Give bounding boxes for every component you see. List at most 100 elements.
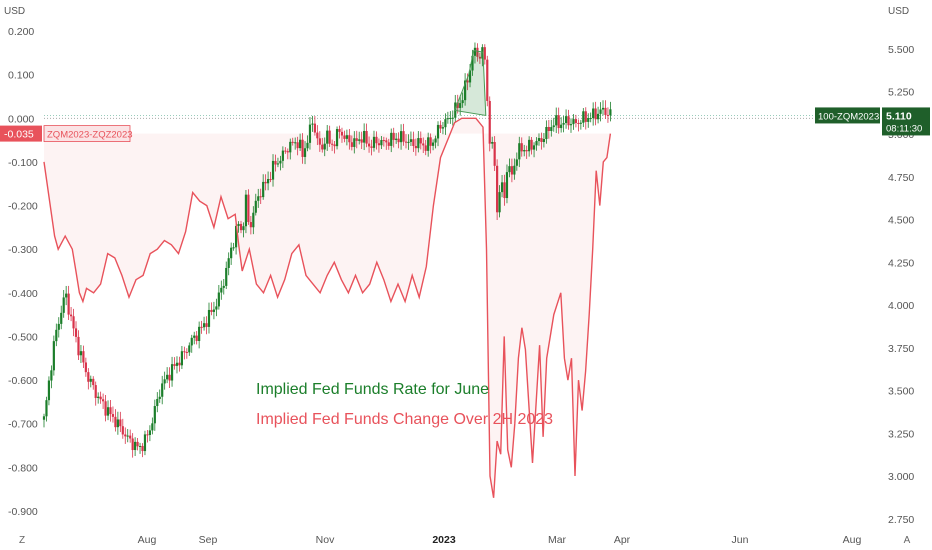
candle-body xyxy=(89,378,92,382)
candle-body xyxy=(210,309,213,312)
candle-body xyxy=(555,115,558,126)
candle-body xyxy=(419,138,422,144)
candle-body xyxy=(569,124,573,126)
candle-body xyxy=(345,135,349,139)
candle-body xyxy=(134,441,137,451)
candle-body xyxy=(427,137,430,151)
candle-body xyxy=(407,141,410,143)
candle-body xyxy=(545,126,548,140)
right-tick-label: 3.500 xyxy=(888,386,914,398)
candle-body xyxy=(564,116,568,123)
candle-body xyxy=(47,380,51,401)
candle-body xyxy=(311,123,314,125)
candle-body xyxy=(212,309,216,312)
candle-body xyxy=(129,435,132,439)
candle-body xyxy=(579,122,582,124)
candle-body xyxy=(606,114,610,116)
candle-body xyxy=(205,323,208,327)
candle-body xyxy=(594,108,597,120)
candle-body xyxy=(77,336,80,356)
candle-body xyxy=(402,131,405,142)
candle-body xyxy=(604,107,607,115)
candle-body xyxy=(473,47,477,56)
candle-body xyxy=(523,150,526,152)
candle-body xyxy=(552,125,555,128)
candle-body xyxy=(436,124,440,139)
red-last-value: -0.035 xyxy=(4,129,34,141)
candle-body xyxy=(532,145,536,150)
x-tick-label: Apr xyxy=(614,534,631,546)
candle-body xyxy=(242,226,245,231)
candle-body xyxy=(363,130,366,143)
candle-body xyxy=(92,378,95,386)
candle-body xyxy=(143,434,147,452)
candle-body xyxy=(399,131,403,143)
candle-body xyxy=(459,103,462,108)
right-axis: USD5.5005.2505.0004.7504.5004.2504.0003.… xyxy=(888,6,914,526)
green-symbol-box xyxy=(815,107,880,124)
candle-body xyxy=(269,179,272,181)
candle-body xyxy=(281,150,284,161)
candle-body xyxy=(79,351,83,356)
candle-body xyxy=(360,139,363,143)
candle-body xyxy=(55,329,58,342)
candle-body xyxy=(195,335,198,341)
candle-body xyxy=(471,55,474,71)
left-tick-label: -0.800 xyxy=(8,462,38,474)
x-tick-label: Nov xyxy=(316,534,335,546)
candle-body xyxy=(390,132,393,146)
candle-body xyxy=(109,407,112,415)
x-tick-label: Jun xyxy=(732,534,749,546)
red-last-value-box xyxy=(0,125,42,142)
right-tick-label: 3.250 xyxy=(888,428,914,440)
x-tick-label: 2023 xyxy=(432,534,456,546)
right-tick-label: 4.750 xyxy=(888,172,914,184)
candle-body xyxy=(102,399,105,402)
candle-body xyxy=(217,292,220,307)
left-tick-label: -0.700 xyxy=(8,419,38,431)
right-tick-label: 4.500 xyxy=(888,215,914,227)
candle-body xyxy=(294,142,297,144)
candle-body xyxy=(116,419,119,428)
candle-body xyxy=(491,142,494,144)
candle-body xyxy=(338,129,341,132)
candle-body xyxy=(372,136,376,148)
candle-body xyxy=(456,102,459,108)
candle-body xyxy=(259,196,262,198)
candle-body xyxy=(106,407,110,416)
candle-body xyxy=(592,108,595,119)
candle-body xyxy=(589,118,592,120)
candle-body xyxy=(289,141,292,153)
candle-body xyxy=(367,143,371,147)
candle-body xyxy=(348,135,351,143)
corner-a-label: A xyxy=(904,535,911,546)
candle-body xyxy=(45,400,48,417)
candle-body xyxy=(313,123,316,133)
candle-body xyxy=(574,119,578,123)
candle-body xyxy=(180,351,184,366)
candle-body xyxy=(577,122,580,124)
right-tick-label: 4.000 xyxy=(888,300,914,312)
candle-body xyxy=(42,416,46,420)
candle-body xyxy=(247,194,250,223)
candle-body xyxy=(409,139,413,142)
candle-body xyxy=(340,131,344,136)
candle-body xyxy=(505,172,509,199)
annotation-green: Implied Fed Funds Rate for June xyxy=(256,381,489,398)
candle-body xyxy=(193,335,196,338)
x-axis: Aug Sep Nov 2023 Mar Apr Jun Aug Z A xyxy=(19,534,911,546)
candle-body xyxy=(601,107,605,110)
candle-body xyxy=(65,293,68,298)
candle-body xyxy=(62,297,65,313)
candle-body xyxy=(185,351,188,353)
candle-body xyxy=(587,118,590,122)
candle-body xyxy=(468,70,472,83)
right-axis-unit: USD xyxy=(888,6,909,17)
left-axis-unit: USD xyxy=(4,6,25,17)
candle-body xyxy=(84,362,87,373)
left-tick-label: -0.600 xyxy=(8,375,38,387)
candle-body xyxy=(441,127,445,129)
candle-body xyxy=(537,138,541,142)
candle-body xyxy=(161,383,164,397)
